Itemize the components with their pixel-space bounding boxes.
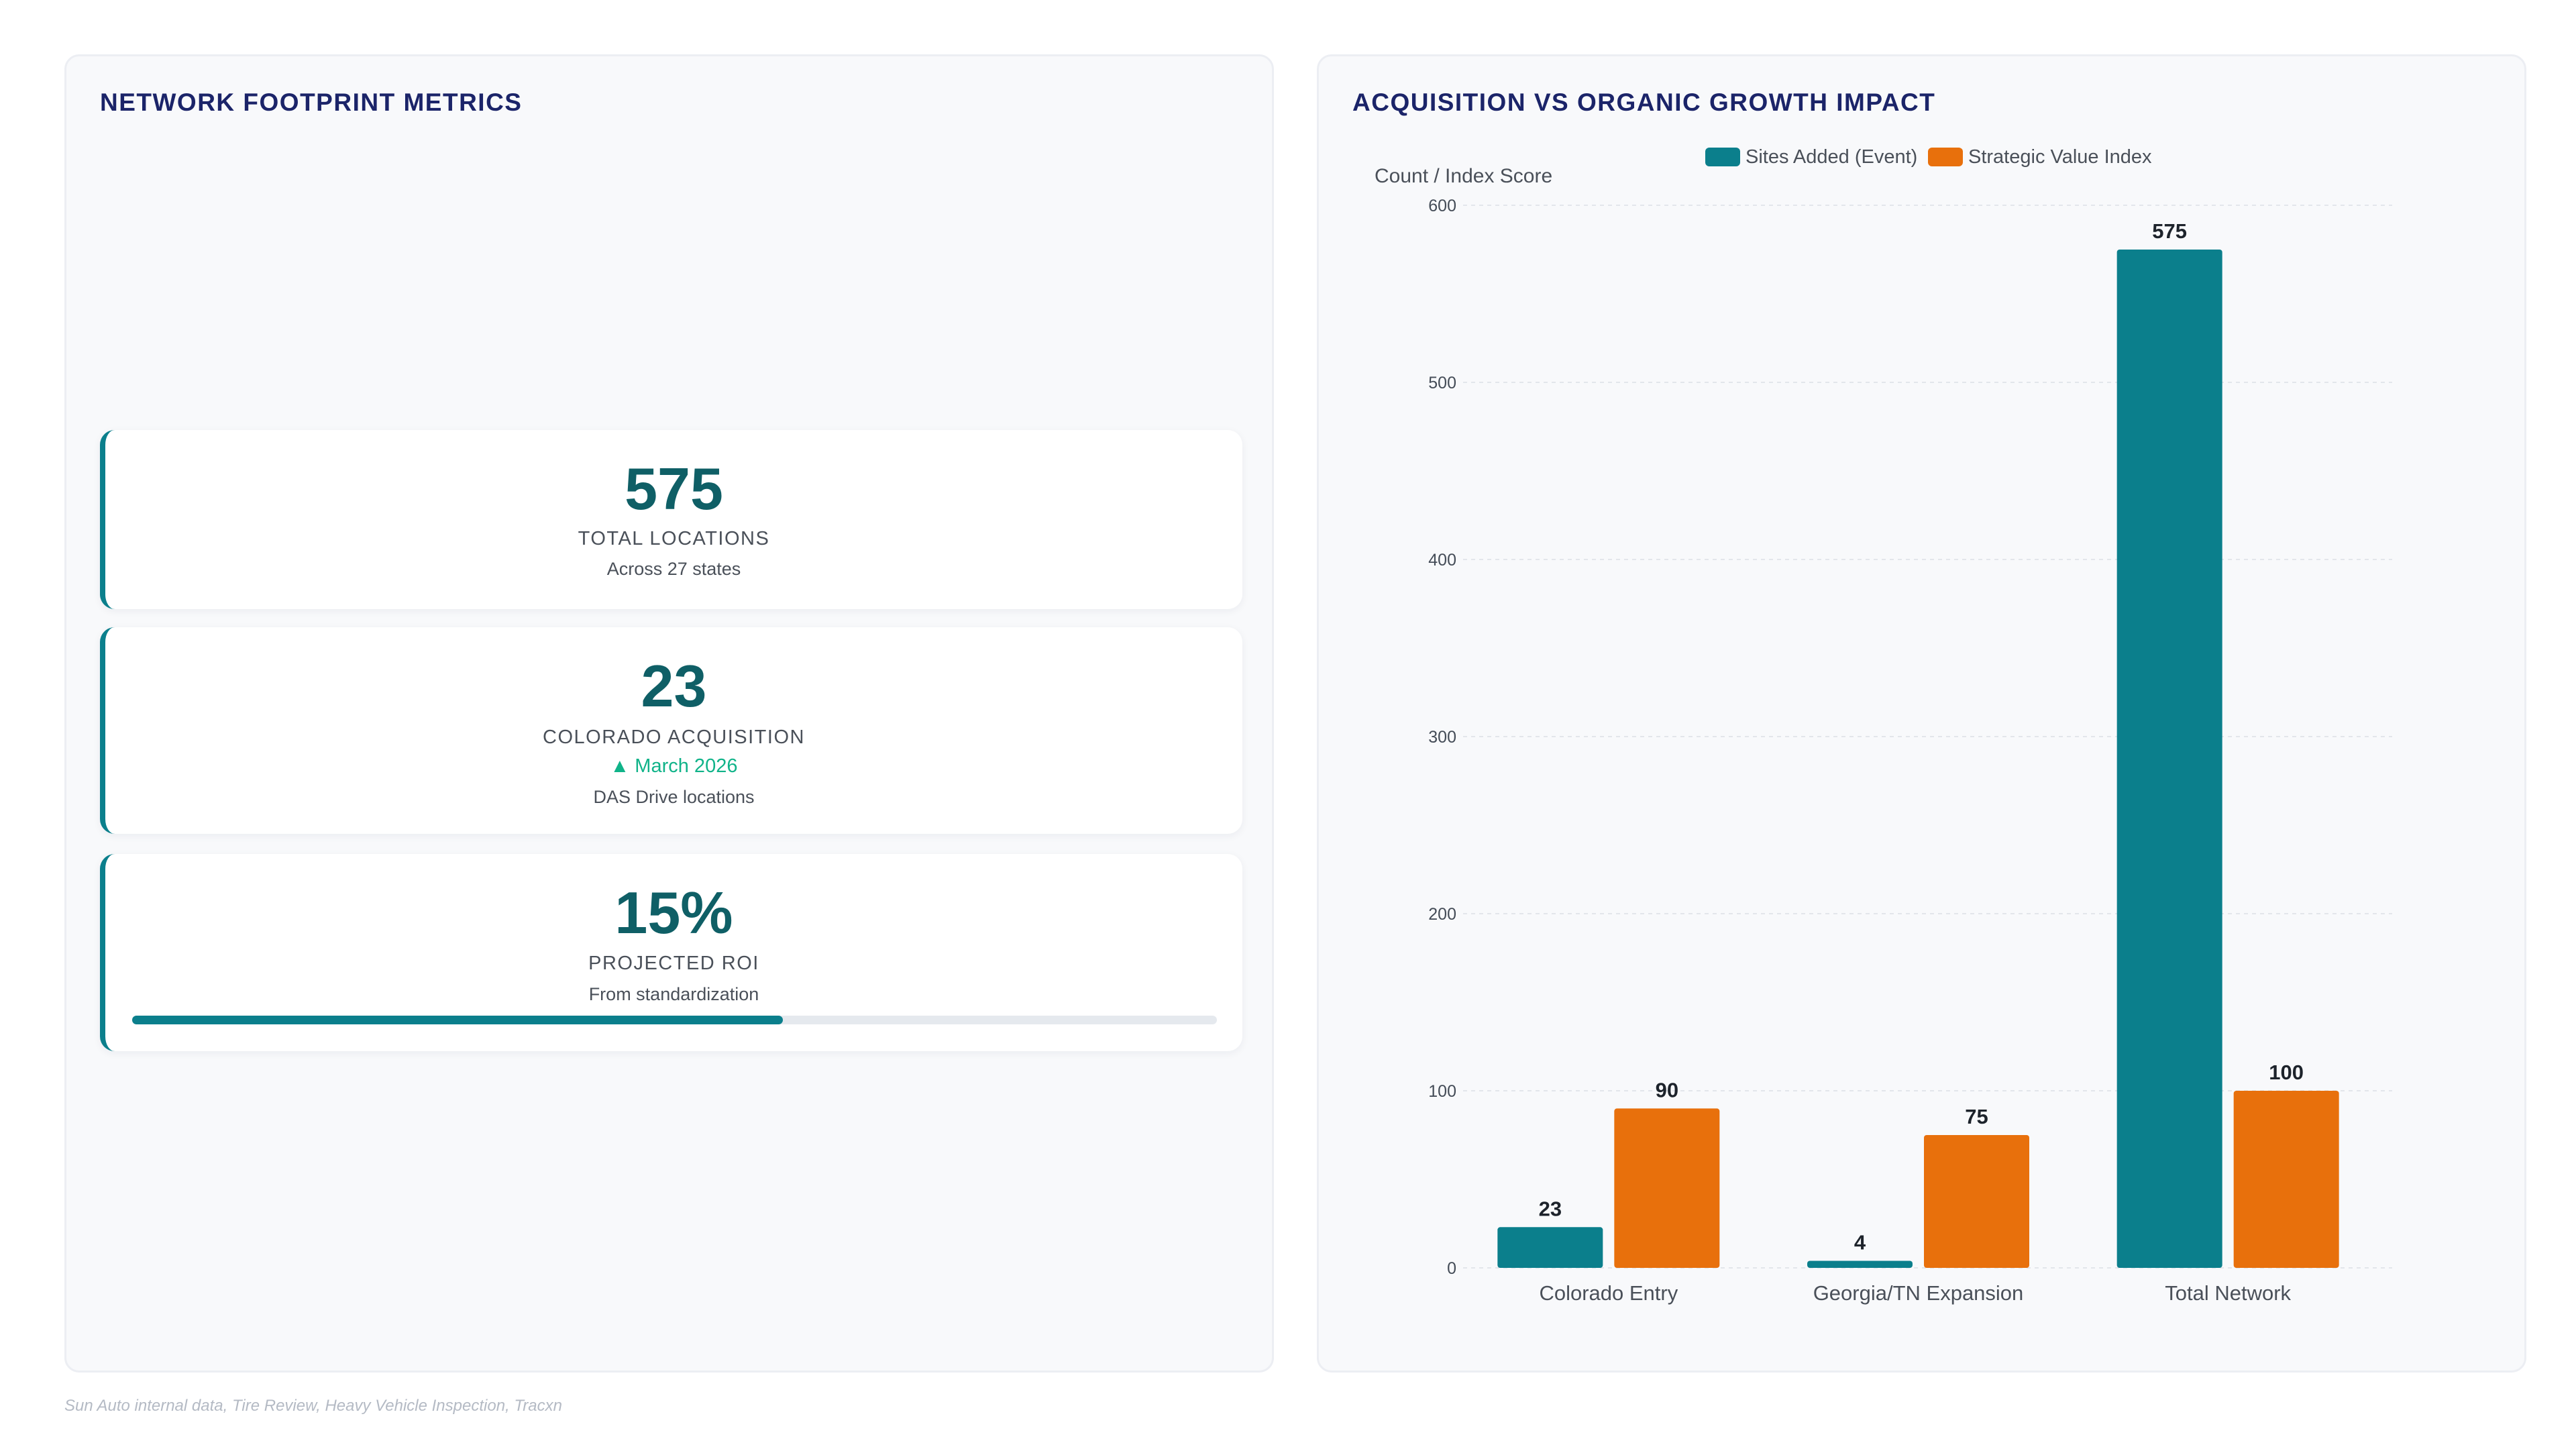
data-label: 100 bbox=[2269, 1061, 2304, 1084]
bar-strategic-value bbox=[1614, 1108, 1720, 1268]
y-tick-label: 100 bbox=[1428, 1082, 1456, 1101]
data-label: 575 bbox=[2152, 219, 2187, 243]
y-tick-label: 200 bbox=[1428, 905, 1456, 924]
x-tick-label: Total Network bbox=[2165, 1281, 2291, 1305]
kpi-value: 575 bbox=[625, 455, 723, 522]
x-tick-label: Georgia/TN Expansion bbox=[1813, 1281, 2024, 1305]
data-label: 90 bbox=[1656, 1078, 1678, 1102]
growth-impact-panel: ACQUISITION VS ORGANIC GROWTH IMPACT 0 10… bbox=[1317, 54, 2526, 1373]
kpi-subtext: DAS Drive locations bbox=[593, 787, 755, 807]
total-locations-card: 575 TOTAL LOCATIONS Across 27 states bbox=[100, 430, 1242, 609]
legend-label: Sites Added (Event) bbox=[1746, 146, 1917, 168]
y-tick-label: 300 bbox=[1428, 728, 1456, 747]
trend-indicator: ▲ March 2026 bbox=[610, 755, 738, 777]
panel-title: NETWORK FOOTPRINT METRICS bbox=[100, 89, 523, 116]
y-tick-label: 600 bbox=[1428, 197, 1456, 215]
data-label: 75 bbox=[1965, 1105, 1988, 1128]
x-tick-label: Colorado Entry bbox=[1539, 1281, 1678, 1305]
y-tick-label: 400 bbox=[1428, 551, 1456, 570]
chart-title: ACQUISITION VS ORGANIC GROWTH IMPACT bbox=[1352, 89, 1936, 116]
roi-progress-track bbox=[132, 1016, 1217, 1024]
legend-label: Strategic Value Index bbox=[1968, 146, 2152, 168]
bar-sites-added bbox=[1497, 1227, 1603, 1268]
y-axis-label: Count / Index Score bbox=[1375, 165, 1552, 187]
data-label: 4 bbox=[1854, 1230, 1866, 1254]
bar-chart: 0 100 200 300 400 500 600 Count / Index Score Si… bbox=[1375, 146, 2392, 1305]
kpi-value: 23 bbox=[641, 653, 707, 719]
legend-swatch bbox=[1928, 148, 1963, 166]
kpi-label: PROJECTED ROI bbox=[588, 953, 759, 974]
legend-swatch bbox=[1705, 148, 1740, 166]
bar-sites-added bbox=[1807, 1260, 1913, 1268]
network-footprint-panel: NETWORK FOOTPRINT METRICS 575 TOTAL LOCA… bbox=[64, 54, 1274, 1373]
roi-progress-fill bbox=[132, 1016, 784, 1024]
kpi-label: TOTAL LOCATIONS bbox=[578, 528, 770, 549]
y-tick-label: 0 bbox=[1447, 1259, 1456, 1278]
kpi-label: COLORADO ACQUISITION bbox=[543, 727, 805, 748]
source-note: Sun Auto internal data, Tire Review, Hea… bbox=[64, 1397, 562, 1415]
projected-roi-card: 15% PROJECTED ROI From standardization bbox=[100, 854, 1242, 1051]
bar-sites-added bbox=[2116, 250, 2222, 1268]
bar-strategic-value bbox=[1924, 1135, 2029, 1268]
kpi-subtext: Across 27 states bbox=[606, 559, 741, 579]
bar-strategic-value bbox=[2233, 1091, 2339, 1268]
data-label: 23 bbox=[1539, 1197, 1562, 1220]
kpi-subtext: From standardization bbox=[588, 984, 759, 1004]
colorado-acquisition-card: 23 COLORADO ACQUISITION ▲ March 2026 DAS… bbox=[100, 627, 1242, 834]
kpi-value: 15% bbox=[614, 879, 733, 946]
y-tick-label: 500 bbox=[1428, 374, 1456, 392]
